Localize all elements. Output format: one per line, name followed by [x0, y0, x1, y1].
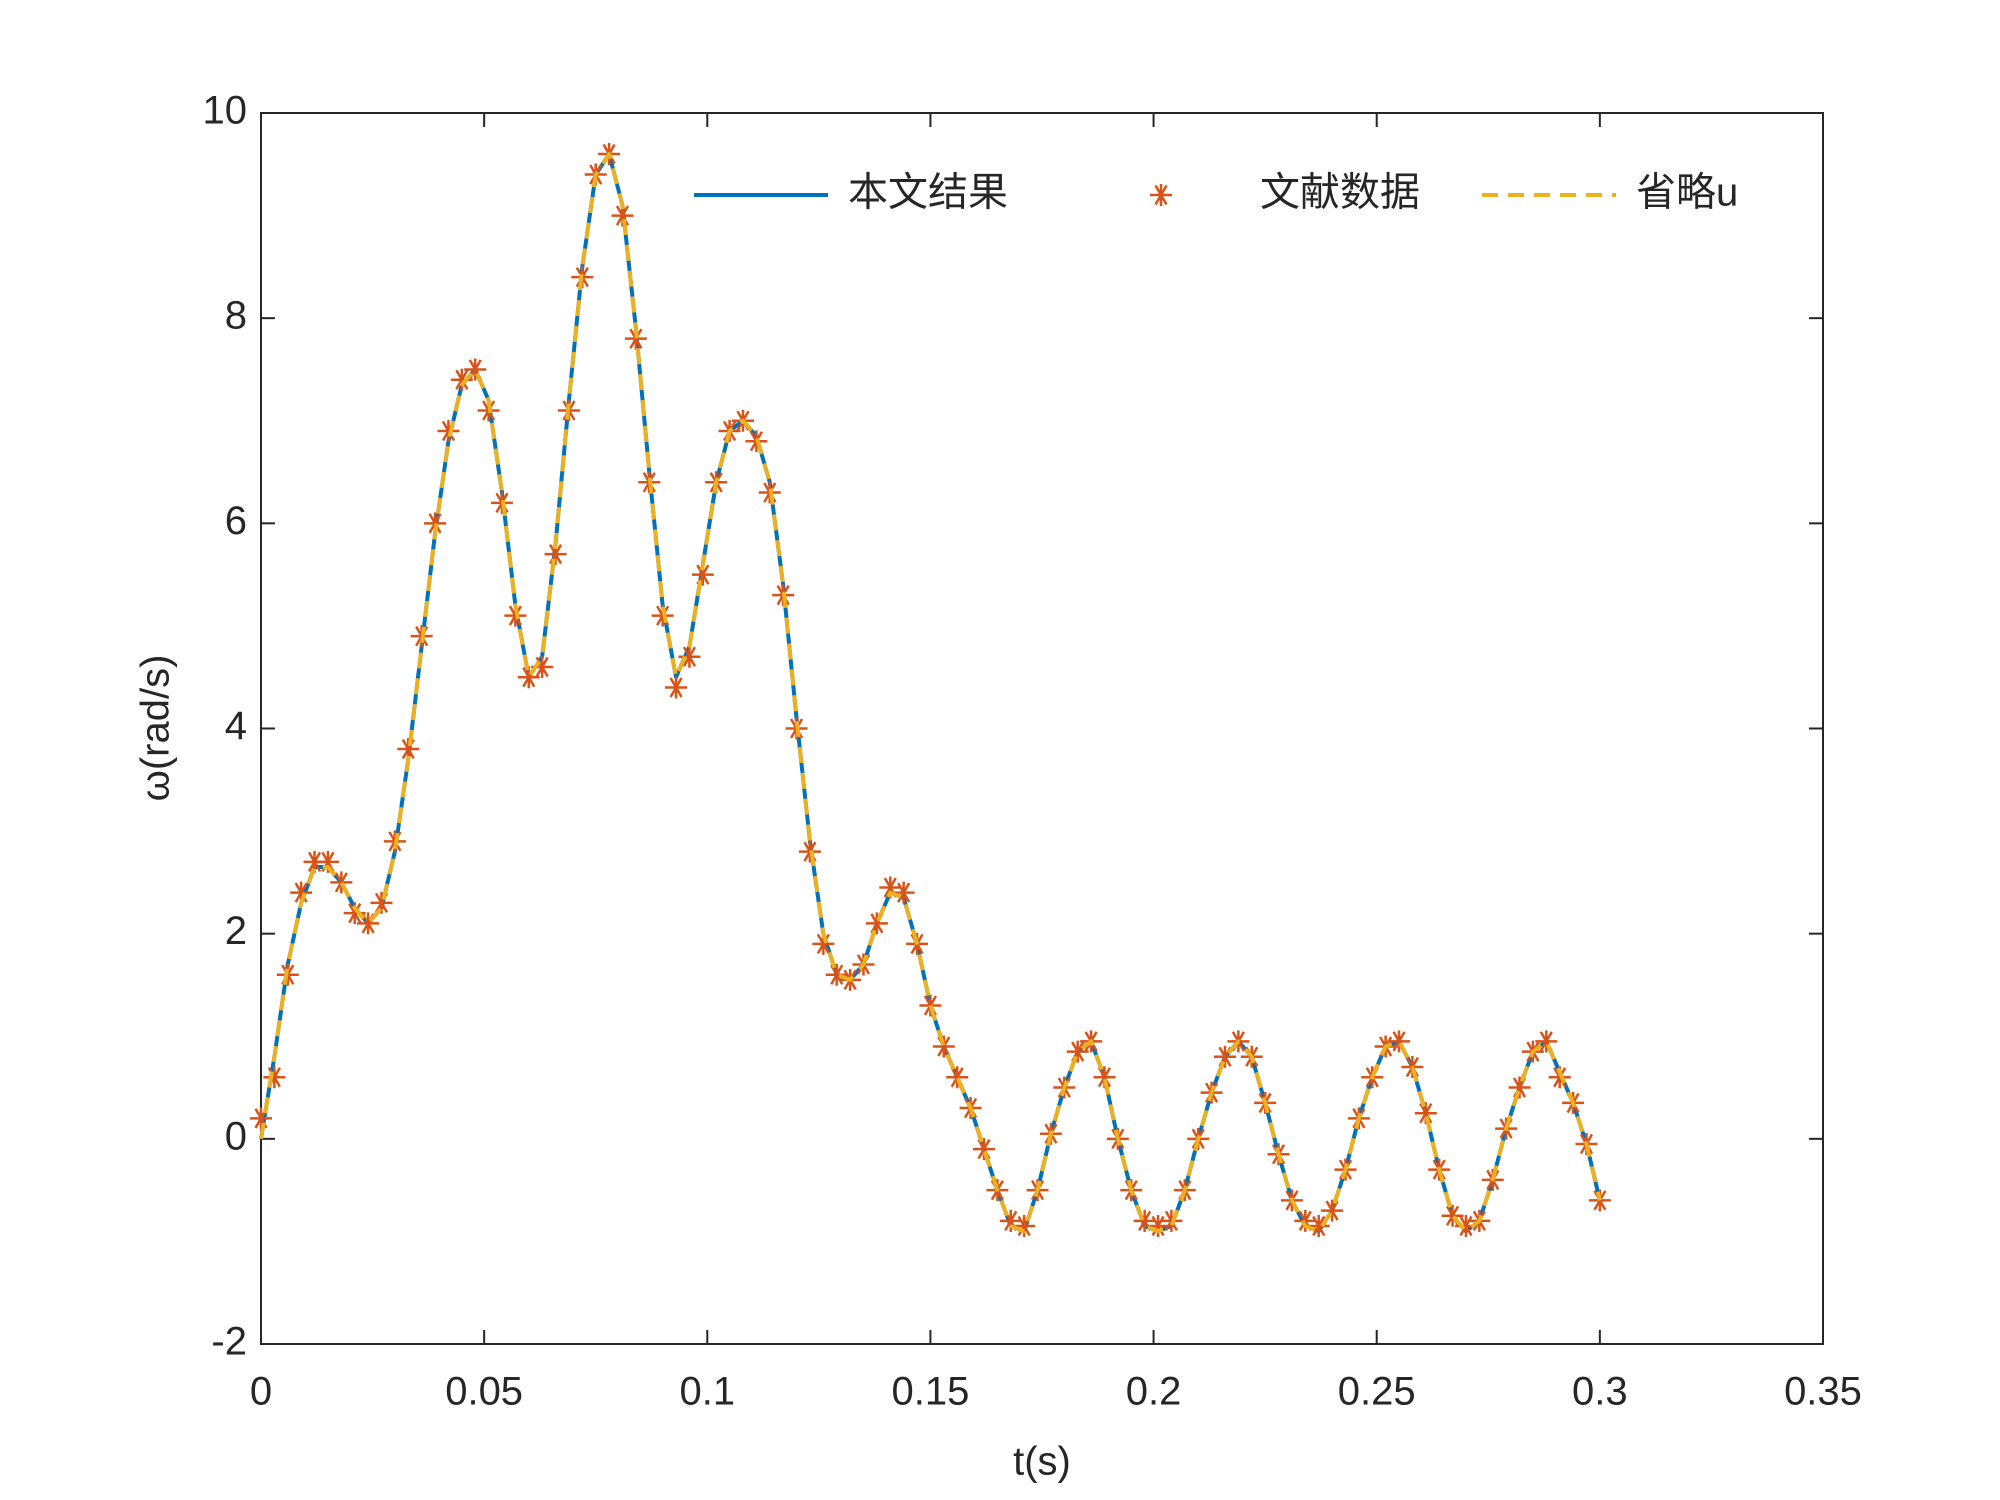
asterisk-marker — [544, 543, 567, 566]
asterisk-marker — [450, 368, 473, 391]
x-tick-label: 0.2 — [1126, 1370, 1182, 1414]
asterisk-marker — [611, 204, 634, 227]
x-tick-label: 0.25 — [1338, 1370, 1416, 1414]
legend-swatch — [1150, 184, 1172, 206]
asterisk-marker — [437, 420, 460, 443]
asterisk-marker — [250, 1107, 272, 1130]
asterisk-marker — [1535, 1030, 1558, 1053]
x-tick-label: 0 — [250, 1370, 272, 1414]
asterisk-marker — [316, 850, 339, 873]
asterisk-marker — [464, 358, 487, 381]
asterisk-marker — [370, 891, 393, 914]
asterisk-marker — [1147, 1215, 1170, 1238]
asterisk-marker — [691, 563, 714, 586]
asterisk-marker — [946, 1066, 969, 1089]
legend-label: 文献数据 — [1260, 171, 1420, 215]
y-tick-label: 8 — [225, 294, 247, 338]
asterisk-marker — [1133, 1209, 1156, 1232]
legend-label: 省略u — [1636, 171, 1738, 215]
y-tick-label: 10 — [203, 89, 248, 133]
y-tick-label: -2 — [211, 1320, 247, 1364]
asterisk-marker — [825, 963, 848, 986]
asterisk-marker — [1307, 1215, 1330, 1238]
asterisk-marker — [812, 932, 835, 955]
asterisk-marker — [865, 912, 888, 935]
x-tick-label: 0.1 — [679, 1370, 735, 1414]
x-tick-label: 0.35 — [1784, 1370, 1862, 1414]
y-axis-label: ω(rad/s) — [134, 655, 178, 802]
asterisk-marker — [303, 850, 326, 873]
asterisk-marker — [517, 666, 540, 689]
asterisk-marker — [1454, 1215, 1477, 1238]
series-line — [259, 152, 1602, 1234]
asterisk-marker — [624, 327, 647, 350]
y-tick-label: 0 — [225, 1114, 247, 1158]
y-tick-label: 4 — [225, 704, 247, 748]
asterisk-marker — [263, 1066, 286, 1089]
plot-area — [260, 112, 1824, 1345]
legend-label: 本文结果 — [848, 171, 1008, 215]
asterisk-marker — [999, 1209, 1022, 1232]
x-tick-label: 0.3 — [1572, 1370, 1628, 1414]
asterisk-marker — [665, 676, 688, 699]
asterisk-marker — [357, 912, 380, 935]
asterisk-marker — [879, 876, 902, 899]
asterisk-marker — [678, 645, 701, 668]
y-tick-label: 2 — [225, 909, 247, 953]
asterisk-marker — [1066, 1040, 1089, 1063]
y-tick-label: 6 — [225, 499, 247, 543]
asterisk-marker — [892, 881, 915, 904]
asterisk-marker — [397, 738, 420, 761]
asterisk-marker — [932, 1035, 955, 1058]
x-tick-label: 0.05 — [445, 1370, 523, 1414]
asterisk-marker — [1013, 1215, 1036, 1238]
asterisk-marker — [972, 1138, 995, 1161]
asterisk-marker — [1294, 1209, 1317, 1232]
asterisk-marker — [1508, 1076, 1531, 1099]
x-tick-label: 0.15 — [891, 1370, 969, 1414]
asterisk-marker — [290, 881, 313, 904]
asterisk-marker — [1414, 1102, 1437, 1125]
asterisk-marker — [1441, 1204, 1464, 1227]
asterisk-marker — [1388, 1030, 1411, 1053]
x-axis-label: t(s) — [1013, 1440, 1071, 1484]
asterisk-marker — [330, 871, 353, 894]
asterisk-marker — [1093, 1066, 1116, 1089]
asterisk-marker — [1321, 1199, 1344, 1222]
asterisk-marker — [1548, 1066, 1571, 1089]
asterisk-marker — [1213, 1045, 1236, 1068]
asterisk-marker — [343, 902, 366, 925]
asterisk-marker — [531, 655, 554, 678]
